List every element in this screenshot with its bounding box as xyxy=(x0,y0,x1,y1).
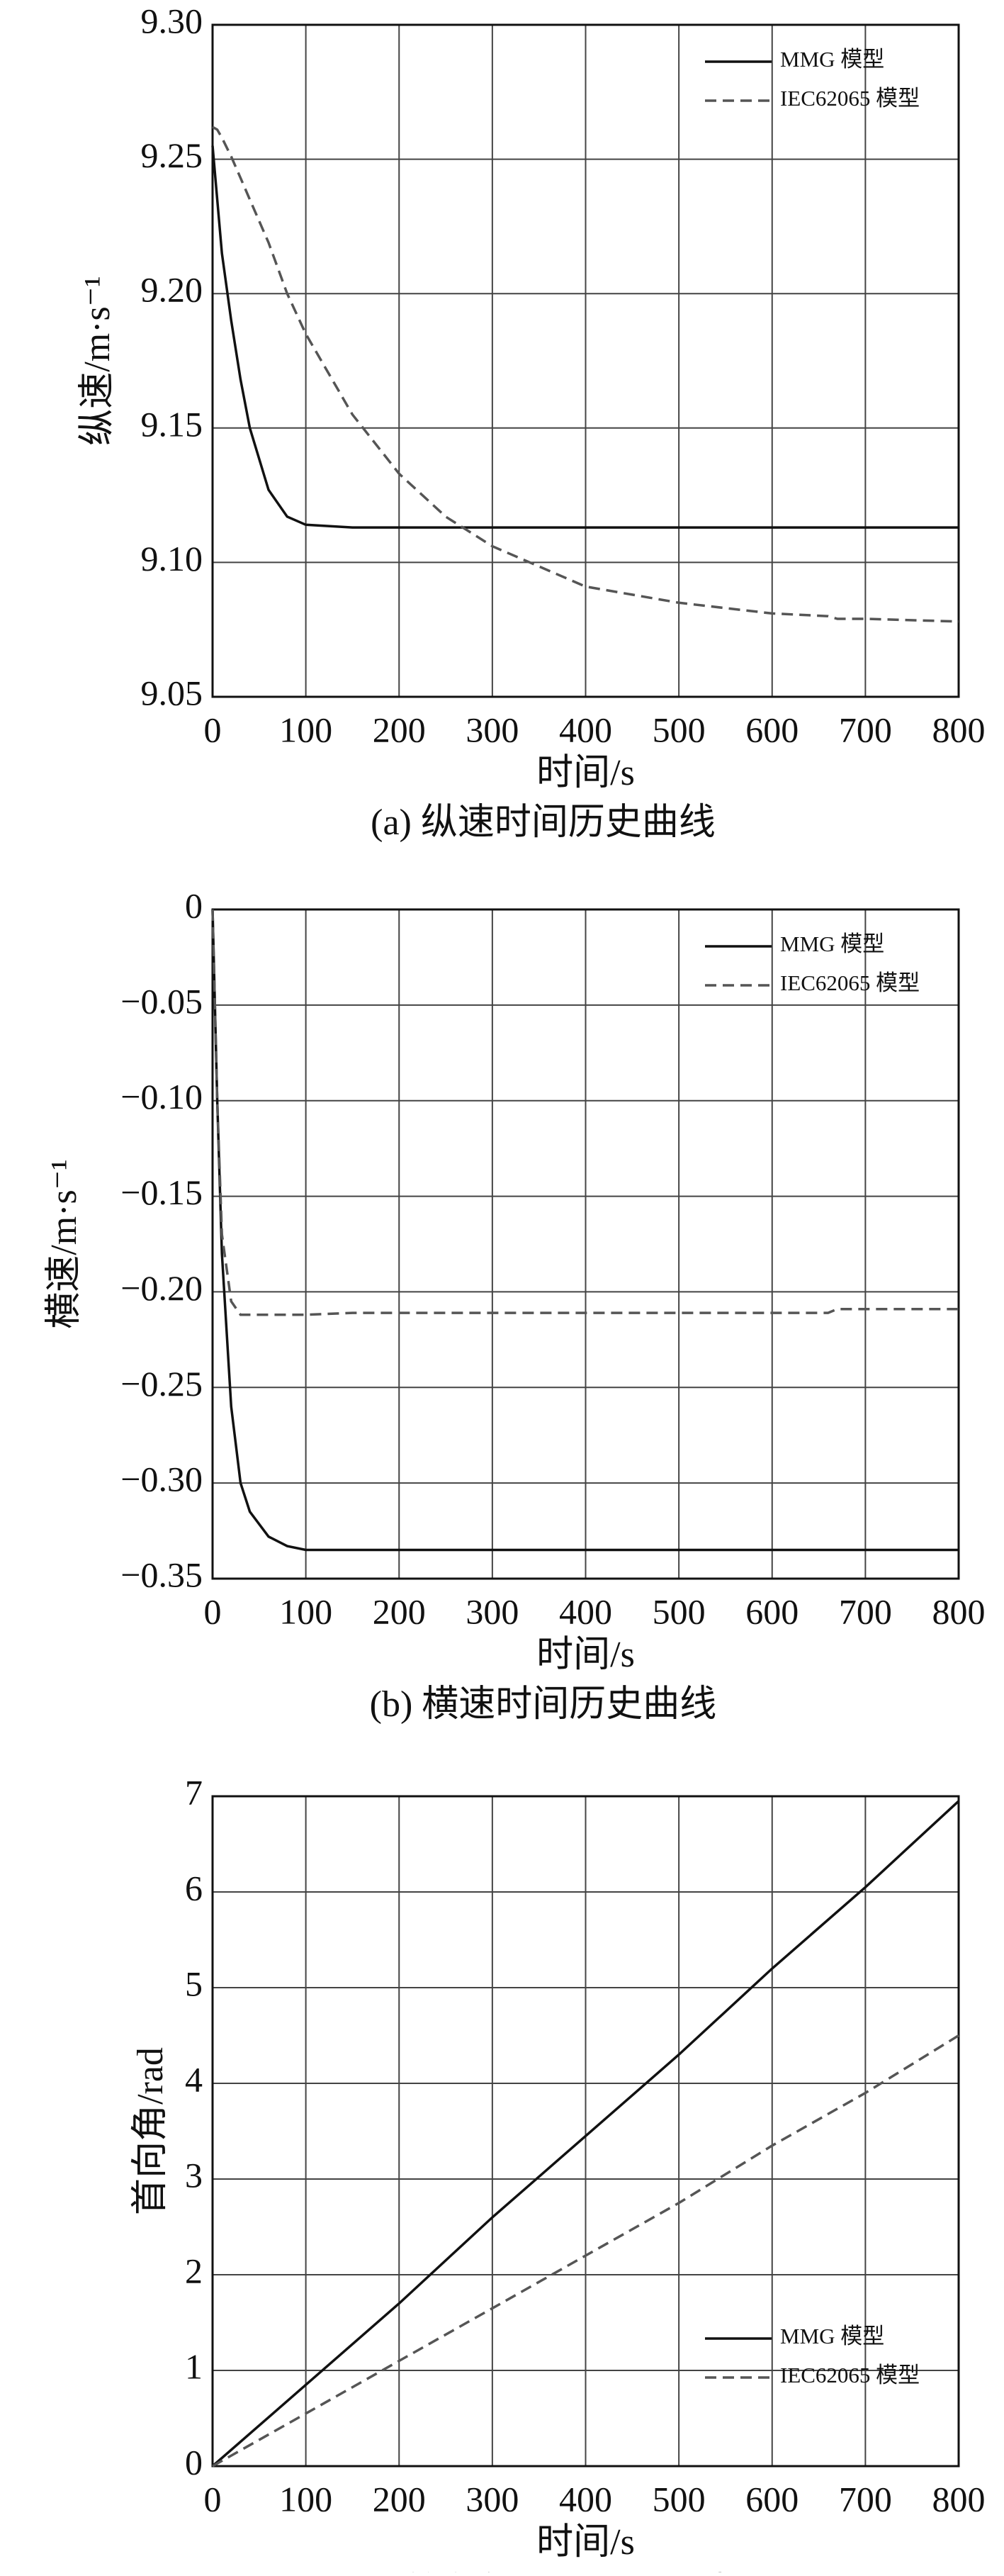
y-tick-label: 9.15 xyxy=(141,404,203,444)
x-tick-label: 300 xyxy=(466,710,519,749)
x-tick-label: 400 xyxy=(559,2479,612,2519)
x-tick-label: 0 xyxy=(204,710,222,749)
y-tick-label: −0.25 xyxy=(120,1364,203,1404)
x-tick-label: 400 xyxy=(559,1591,612,1631)
x-tick-label: 500 xyxy=(653,710,706,749)
x-tick-label: 100 xyxy=(279,2479,332,2519)
data-line xyxy=(211,145,959,529)
y-tick-label: −0.35 xyxy=(120,1555,203,1594)
y-tick-label: −0.05 xyxy=(120,981,203,1021)
legend-label: IEC62065 模型 xyxy=(780,86,920,111)
x-tick-label: 200 xyxy=(373,710,426,749)
y-tick-label: 2 xyxy=(185,2251,203,2290)
y-tick-label: 9.05 xyxy=(141,673,203,712)
x-tick-label: 400 xyxy=(559,710,612,749)
x-tick-label: 700 xyxy=(839,1591,892,1631)
x-tick-label: 600 xyxy=(745,710,799,749)
x-axis-label: 时间/s xyxy=(536,2522,635,2563)
y-tick-label: −0.30 xyxy=(120,1460,203,1499)
chart: 0 100 200 300 400 500 600 700 800 0 1 2 3 4 5 6 7 MMG 模型 I… xyxy=(130,1772,986,2576)
y-tick-label: 5 xyxy=(185,1964,203,2003)
legend-label: MMG 模型 xyxy=(780,931,884,956)
x-tick-label: 800 xyxy=(932,1591,986,1631)
y-tick-label: 1 xyxy=(185,2346,203,2386)
plot-frame xyxy=(211,1795,960,2468)
legend-label: IEC62065 模型 xyxy=(780,970,920,995)
x-tick-label: 300 xyxy=(466,1591,519,1631)
legend-label: MMG 模型 xyxy=(780,2324,884,2348)
x-tick-label: 500 xyxy=(653,1591,706,1631)
x-tick-label: 800 xyxy=(932,2479,986,2519)
y-tick-label: −0.20 xyxy=(120,1268,203,1308)
plot-frame xyxy=(211,23,960,698)
y-tick-label: 9.30 xyxy=(141,1,203,40)
x-tick-label: 700 xyxy=(839,710,892,749)
data-line xyxy=(211,909,959,1552)
y-axis-label: 纵速/m·s⁻¹ xyxy=(77,276,118,446)
y-tick-label: 6 xyxy=(185,1868,203,1908)
y-tick-label: 9.20 xyxy=(141,270,203,310)
chart-caption: (b) 横速时间历史曲线 xyxy=(370,1684,717,1725)
x-tick-label: 600 xyxy=(745,1591,799,1631)
y-tick-label: 9.10 xyxy=(141,539,203,578)
x-tick-label: 0 xyxy=(204,2479,222,2519)
y-tick-label: 3 xyxy=(185,2155,203,2195)
y-tick-label: 9.25 xyxy=(141,135,203,175)
x-tick-label: 300 xyxy=(466,2479,519,2519)
y-tick-label: −0.15 xyxy=(120,1172,203,1212)
y-tick-label: −0.10 xyxy=(120,1077,203,1116)
legend-label: MMG 模型 xyxy=(780,47,884,72)
x-tick-label: 0 xyxy=(204,1591,222,1631)
x-tick-label: 600 xyxy=(745,2479,799,2519)
legend-label: IEC62065 模型 xyxy=(780,2363,920,2387)
y-tick-label: 4 xyxy=(185,2059,203,2099)
y-tick-label: 7 xyxy=(185,1772,203,1812)
x-tick-label: 200 xyxy=(373,1591,426,1631)
y-axis-label: 首向角/rad xyxy=(130,2047,171,2215)
x-tick-label: 500 xyxy=(653,2479,706,2519)
x-tick-label: 200 xyxy=(373,2479,426,2519)
plot-frame xyxy=(211,908,960,1580)
data-line xyxy=(211,909,959,1316)
x-tick-label: 100 xyxy=(279,1591,332,1631)
x-tick-label: 100 xyxy=(279,710,332,749)
x-axis-label: 时间/s xyxy=(536,753,635,793)
data-line xyxy=(212,125,959,623)
y-tick-label: 0 xyxy=(185,885,203,925)
y-tick-label: 0 xyxy=(185,2442,203,2482)
y-axis-label: 横速/m·s⁻¹ xyxy=(44,1159,84,1329)
x-tick-label: 800 xyxy=(932,710,986,749)
chart: 0 100 200 300 400 500 600 700 800 −0.35 −0.30 −0.25… xyxy=(44,885,986,1724)
x-axis-label: 时间/s xyxy=(536,1635,635,1675)
x-tick-label: 700 xyxy=(839,2479,892,2519)
chart-caption: (a) 纵速时间历史曲线 xyxy=(371,802,716,843)
data-line xyxy=(212,2034,959,2468)
data-line xyxy=(211,1800,960,2468)
chart: 0 100 200 300 400 500 600 700 800 9.05 9.10 9.15 9.2… xyxy=(77,1,986,842)
